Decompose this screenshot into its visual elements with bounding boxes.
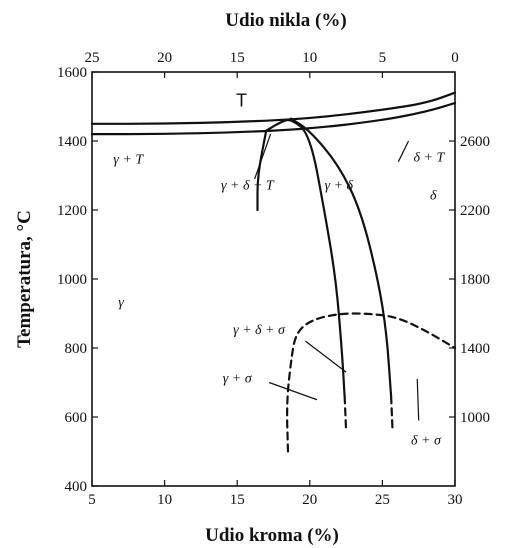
- phase-boundary-line: [256, 129, 268, 212]
- x-tick-label: 15: [230, 492, 245, 508]
- leader-line: [305, 340, 347, 373]
- phase-boundary-line: [265, 118, 346, 398]
- top-tick-label: 0: [451, 50, 459, 66]
- y-axis-title: Temperatura, °C: [14, 210, 35, 348]
- bottom-axis-title: Udio kroma (%): [205, 525, 339, 546]
- region-label: γ + δ: [325, 178, 354, 193]
- phase-boundaries: [90, 91, 457, 453]
- region-label: δ + T: [413, 151, 445, 166]
- top-tick-label: 10: [302, 50, 317, 66]
- leader-line: [416, 379, 420, 421]
- region-label: δ + σ: [411, 434, 442, 449]
- x-tick-label: 30: [448, 492, 463, 508]
- region-labels: Tγ + T γ + δ + T γ + δ δ + T δ γ γ + δ + σ γ + …: [113, 91, 445, 449]
- phase-boundary-line: [286, 312, 457, 453]
- region-label: γ + δ + T: [221, 178, 275, 193]
- x-tick-label: 5: [88, 492, 96, 508]
- y-tick-label: 600: [65, 410, 88, 426]
- top-tick-label: 25: [85, 50, 100, 66]
- phase-boundary-line: [343, 395, 348, 432]
- region-label: γ + σ: [223, 372, 253, 387]
- y-tick-label: 800: [65, 341, 88, 357]
- label-leaders: [254, 133, 420, 421]
- y-tick-label: 1600: [57, 65, 87, 81]
- region-label: γ + δ + σ: [233, 323, 286, 338]
- y-tick-label: 400: [65, 479, 88, 495]
- leader-line: [254, 133, 272, 180]
- y-tick-label: 1000: [57, 272, 87, 288]
- x-tick-label: 25: [375, 492, 390, 508]
- y-tick-label: 1400: [57, 134, 87, 150]
- region-label: γ: [118, 296, 124, 311]
- region-label: T: [236, 91, 247, 111]
- right-tick-label: 1400: [460, 341, 490, 357]
- region-label: γ + T: [113, 152, 144, 167]
- phase-boundary-line: [390, 395, 394, 432]
- top-tick-label: 5: [379, 50, 387, 66]
- top-tick-label: 15: [230, 50, 245, 66]
- leader-line: [268, 381, 318, 401]
- right-tick-label: 2600: [460, 134, 490, 150]
- x-tick-label: 10: [157, 492, 172, 508]
- right-tick-label: 2200: [460, 203, 490, 219]
- x-tick-label: 20: [302, 492, 317, 508]
- region-label: δ: [430, 189, 437, 204]
- right-tick-label: 1000: [460, 410, 490, 426]
- phase-boundary-line: [90, 91, 457, 125]
- leader-line: [397, 140, 410, 162]
- top-tick-label: 20: [157, 50, 172, 66]
- y-tick-label: 1200: [57, 203, 87, 219]
- right-tick-label: 1800: [460, 272, 490, 288]
- top-axis-title: Udio nikla (%): [225, 10, 346, 31]
